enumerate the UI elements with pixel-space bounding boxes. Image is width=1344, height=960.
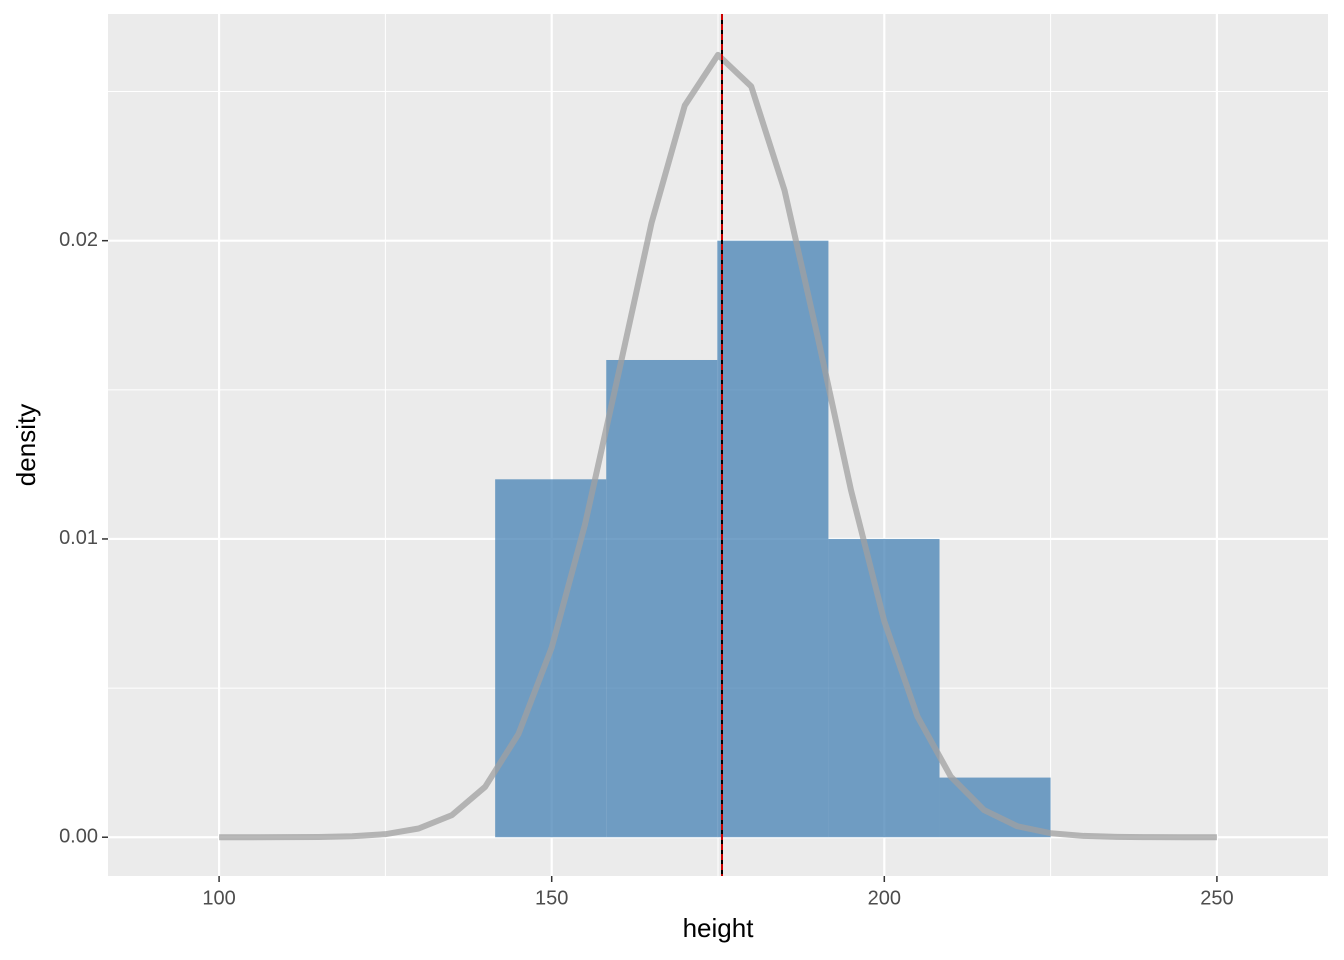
x-tick-label: 250	[1200, 887, 1233, 909]
histogram-bar	[606, 359, 718, 838]
histogram-bar	[828, 538, 940, 838]
x-axis-title: height	[683, 913, 755, 943]
histogram-bar	[717, 240, 829, 838]
plot-layer	[108, 14, 1328, 876]
y-axis-title: density	[11, 404, 41, 486]
x-tick-label: 100	[202, 887, 235, 909]
x-tick-label: 200	[868, 887, 901, 909]
y-tick-label: 0.01	[59, 527, 98, 549]
x-tick-label: 150	[535, 887, 568, 909]
density-curve	[219, 51, 1217, 841]
y-tick-label: 0.00	[59, 826, 98, 848]
y-tick-label: 0.02	[59, 229, 98, 251]
